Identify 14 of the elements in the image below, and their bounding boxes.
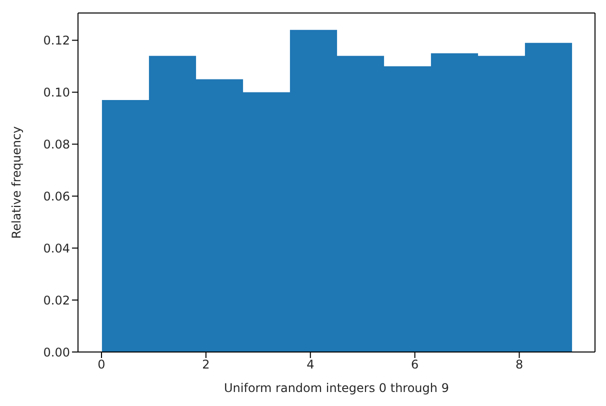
y-tick-label: 0.06 (43, 189, 70, 204)
y-tick-label: 0.10 (43, 85, 70, 100)
x-tick-label: 4 (306, 358, 314, 372)
x-tick-label: 8 (515, 358, 524, 372)
y-tick-label: 0.04 (43, 241, 70, 256)
x-tick-label: 0 (98, 358, 106, 372)
x-tick-label: 6 (411, 358, 419, 372)
x-tick-label: 2 (202, 358, 210, 372)
y-axis-title: Relative frequency (9, 126, 24, 239)
y-tick-label: 0.08 (43, 137, 70, 152)
y-tick-label: 0.12 (43, 34, 70, 48)
y-tick-label: 0.02 (43, 293, 70, 308)
x-axis-title: Uniform random integers 0 through 9 (224, 381, 449, 395)
y-tick-label: 0.00 (43, 345, 70, 360)
